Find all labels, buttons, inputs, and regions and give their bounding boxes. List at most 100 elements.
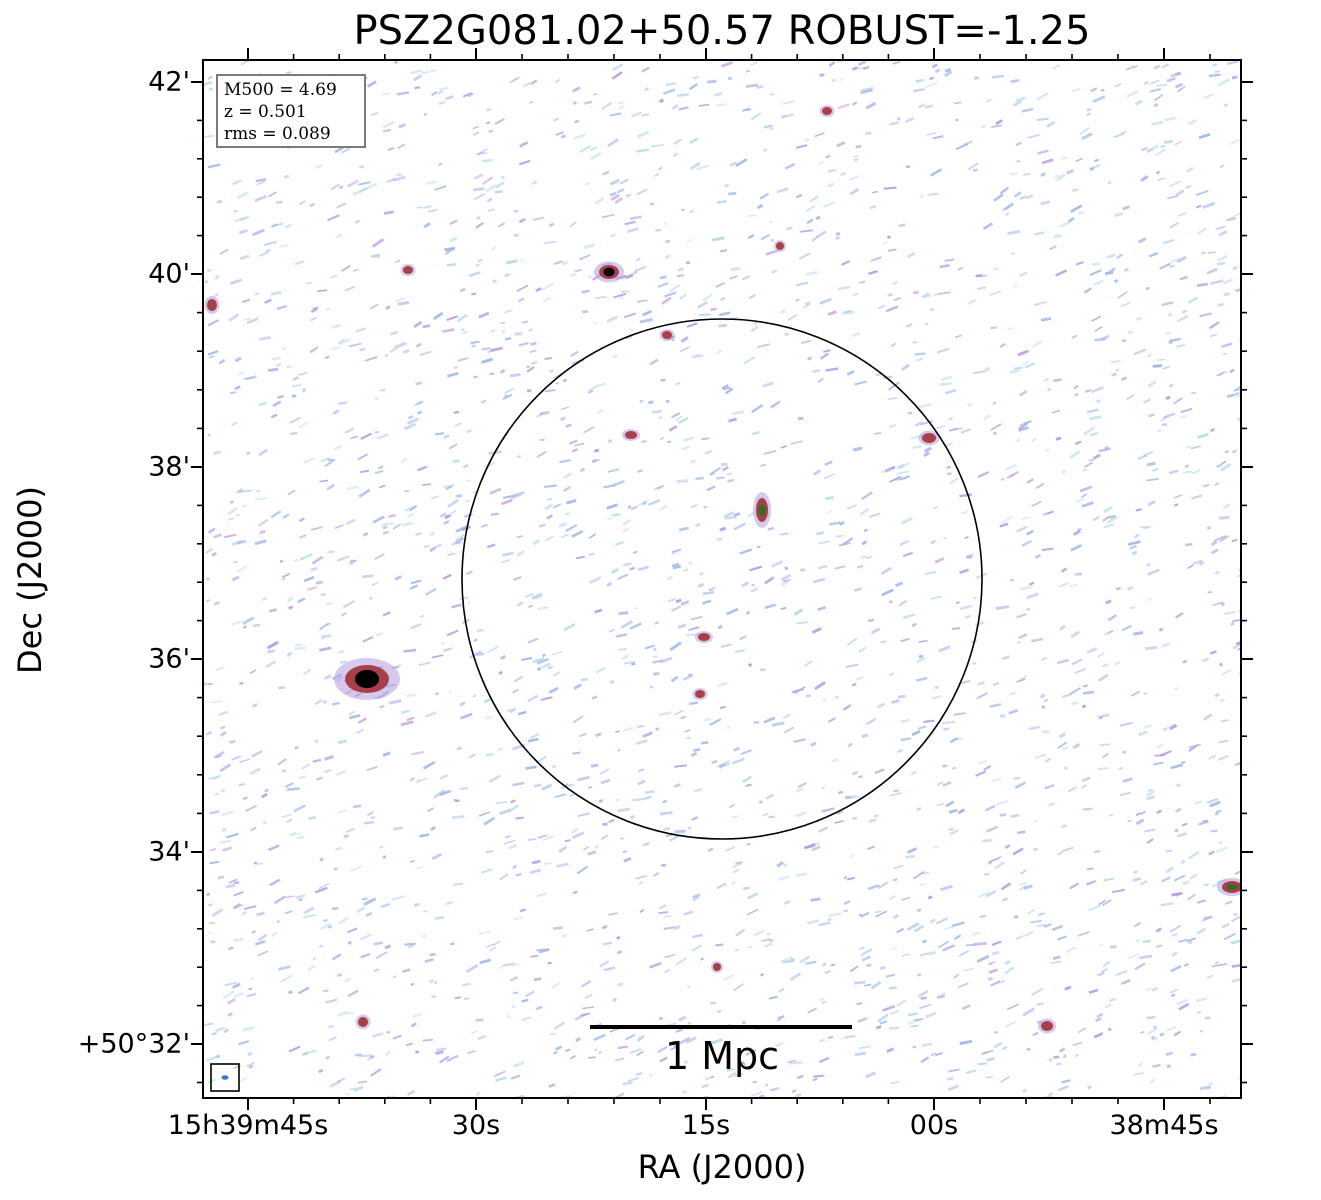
noise-speckle xyxy=(337,809,348,814)
noise-speckle xyxy=(233,891,244,897)
noise-speckle xyxy=(857,1016,868,1023)
noise-speckle xyxy=(931,695,942,700)
noise-speckle xyxy=(1107,514,1116,519)
noise-speckle xyxy=(443,647,453,653)
noise-speckle xyxy=(1176,832,1187,838)
noise-speckle xyxy=(802,303,811,309)
noise-speckle xyxy=(1132,877,1142,882)
noise-speckle xyxy=(885,973,895,978)
noise-speckle xyxy=(1122,205,1130,211)
noise-speckle xyxy=(836,810,844,816)
noise-speckle xyxy=(407,1089,416,1096)
noise-speckle xyxy=(402,521,414,527)
noise-speckle xyxy=(1130,690,1140,697)
noise-speckle xyxy=(746,908,759,916)
noise-speckle xyxy=(459,287,466,293)
noise-speckle xyxy=(893,297,901,302)
noise-speckle xyxy=(1198,561,1205,567)
noise-speckle xyxy=(1072,1041,1083,1047)
noise-speckle xyxy=(670,675,679,683)
noise-speckle xyxy=(977,891,990,898)
noise-speckle xyxy=(745,783,752,788)
noise-speckle xyxy=(694,353,700,358)
noise-speckle xyxy=(892,946,898,951)
noise-speckle xyxy=(454,996,461,1000)
noise-speckle xyxy=(569,1054,577,1060)
noise-speckle xyxy=(949,737,959,744)
noise-speckle xyxy=(799,252,811,260)
noise-speckle xyxy=(533,977,542,982)
noise-speckle xyxy=(935,1052,943,1057)
noise-speckle xyxy=(851,332,861,337)
noise-speckle xyxy=(935,917,949,925)
noise-speckle xyxy=(319,479,329,483)
noise-speckle xyxy=(480,523,489,528)
noise-speckle xyxy=(1145,286,1150,291)
noise-speckle xyxy=(1108,1027,1112,1032)
noise-speckle xyxy=(519,159,531,166)
noise-speckle xyxy=(552,503,562,509)
noise-speckle xyxy=(1140,810,1146,815)
noise-speckle xyxy=(825,367,839,372)
noise-speckle xyxy=(851,683,857,687)
noise-speckle xyxy=(589,146,598,152)
noise-speckle xyxy=(467,92,474,98)
noise-speckle xyxy=(729,161,737,167)
noise-speckle xyxy=(318,1068,324,1074)
noise-speckle xyxy=(686,322,698,328)
noise-speckle xyxy=(490,329,496,333)
noise-speckle xyxy=(853,980,866,985)
noise-speckle xyxy=(320,593,326,596)
noise-speckle xyxy=(348,342,362,348)
noise-speckle xyxy=(1217,78,1230,87)
noise-speckle xyxy=(700,957,704,961)
noise-speckle xyxy=(1234,760,1241,767)
noise-speckle xyxy=(1061,746,1069,751)
noise-speckle xyxy=(381,521,395,527)
noise-speckle xyxy=(364,356,378,362)
noise-speckle xyxy=(410,1022,417,1028)
noise-speckle xyxy=(423,545,429,548)
noise-speckle xyxy=(892,61,900,65)
noise-speckle xyxy=(877,1013,889,1023)
noise-speckle xyxy=(699,571,704,576)
noise-speckle xyxy=(499,873,509,881)
noise-speckle xyxy=(867,618,874,622)
noise-speckle xyxy=(208,354,215,359)
noise-speckle xyxy=(504,309,513,314)
noise-speckle xyxy=(1180,407,1193,414)
noise-speckle xyxy=(852,101,858,106)
noise-speckle xyxy=(566,499,577,505)
noise-speckle xyxy=(664,915,672,918)
noise-speckle xyxy=(1171,951,1178,957)
noise-speckle xyxy=(270,931,278,937)
noise-speckle xyxy=(1224,450,1229,454)
noise-speckle xyxy=(299,200,306,206)
noise-speckle xyxy=(572,751,581,755)
noise-speckle xyxy=(1047,387,1052,392)
noise-speckle xyxy=(504,387,514,394)
noise-speckle xyxy=(636,188,648,196)
noise-speckle xyxy=(601,924,608,930)
noise-speckle xyxy=(770,238,775,243)
noise-speckle xyxy=(1231,75,1238,80)
noise-speckle xyxy=(393,341,407,350)
noise-speckle xyxy=(1013,284,1018,288)
noise-speckle xyxy=(1091,385,1104,394)
noise-speckle xyxy=(1143,451,1154,456)
noise-speckle xyxy=(887,292,893,297)
noise-speckle xyxy=(839,542,851,547)
noise-speckle xyxy=(1013,99,1023,107)
noise-speckle xyxy=(766,932,771,936)
noise-speckle xyxy=(349,713,361,720)
noise-speckle xyxy=(1147,597,1152,602)
noise-speckle xyxy=(285,895,295,899)
noise-speckle xyxy=(702,293,713,302)
noise-speckle xyxy=(819,297,832,305)
noise-speckle xyxy=(1007,229,1021,236)
noise-speckle xyxy=(843,909,849,913)
radio-source xyxy=(776,242,784,250)
noise-speckle xyxy=(531,859,541,865)
noise-speckle xyxy=(245,804,258,813)
noise-speckle xyxy=(1217,302,1224,307)
